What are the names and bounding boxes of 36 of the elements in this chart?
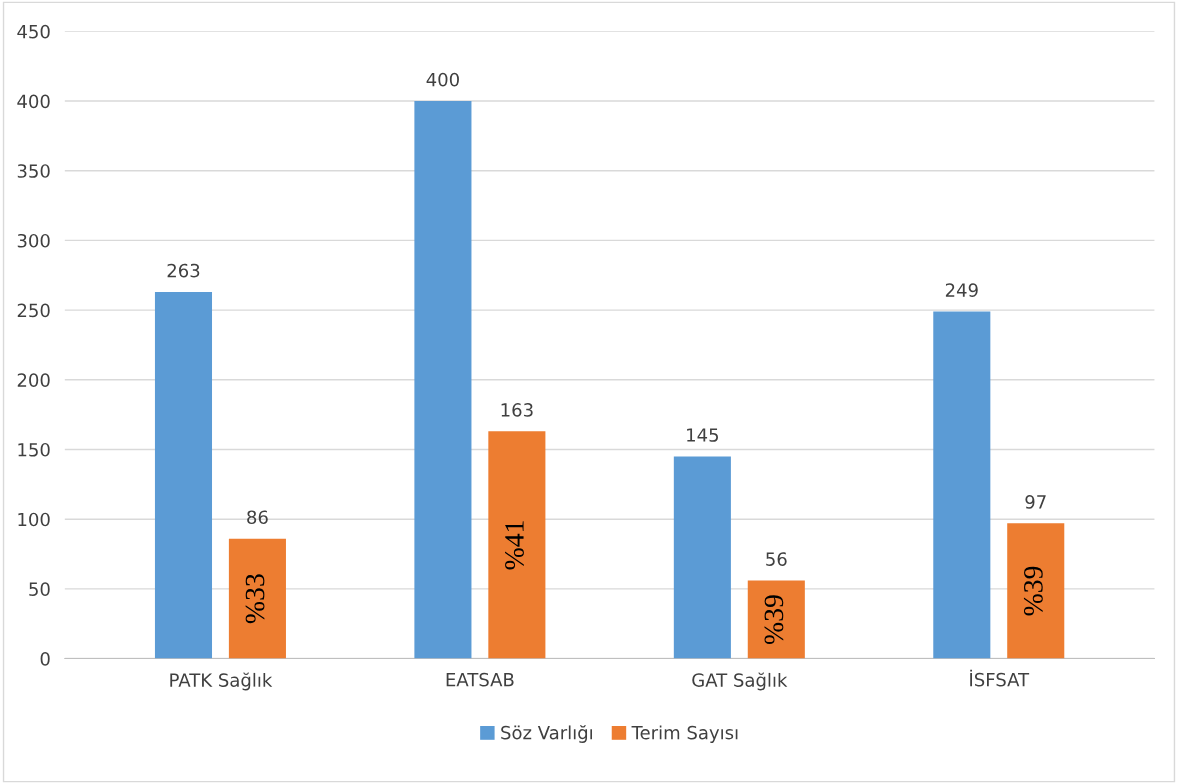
y-tick-label: 150 (18, 442, 50, 457)
y-tick-label: 350 (17, 164, 50, 178)
annotation: %41 (505, 521, 524, 570)
bar (154, 292, 213, 659)
legend-label: Terim Sayısı (631, 725, 738, 743)
data-label: 145 (687, 428, 719, 442)
bar (673, 456, 731, 659)
x-tick-label: PATK Sağlık (170, 672, 273, 691)
y-tick-label: 200 (17, 373, 50, 387)
data-label: 400 (426, 72, 459, 87)
bar (488, 431, 546, 659)
legend-label: Söz Varlığı (501, 724, 592, 743)
bar (747, 580, 805, 659)
data-label: 263 (167, 263, 200, 278)
bar (414, 101, 472, 659)
annotation: %39 (764, 595, 784, 645)
annotation: %39 (1023, 566, 1043, 616)
y-tick-label: 300 (17, 233, 50, 248)
y-tick-label: 50 (29, 582, 50, 596)
y-tick-label: 400 (17, 94, 50, 109)
y-tick-label: 100 (18, 512, 50, 527)
x-tick-label: EATSAB (446, 672, 514, 687)
x-tick-label: İSFSAT (970, 669, 1030, 687)
data-label: 97 (1025, 495, 1046, 509)
y-tick-label: 250 (17, 303, 50, 318)
data-label: 249 (945, 283, 978, 297)
bar (1007, 523, 1065, 659)
x-tick-label: GAT Sağlık (692, 672, 788, 691)
y-tick-label: 0 (40, 652, 50, 666)
y-tick-label: 450 (17, 24, 50, 39)
data-label: 86 (247, 510, 268, 525)
bar (933, 311, 991, 659)
bar (228, 538, 286, 659)
data-label: 163 (501, 403, 533, 417)
annotation: %33 (245, 574, 265, 624)
data-label: 56 (766, 552, 787, 566)
